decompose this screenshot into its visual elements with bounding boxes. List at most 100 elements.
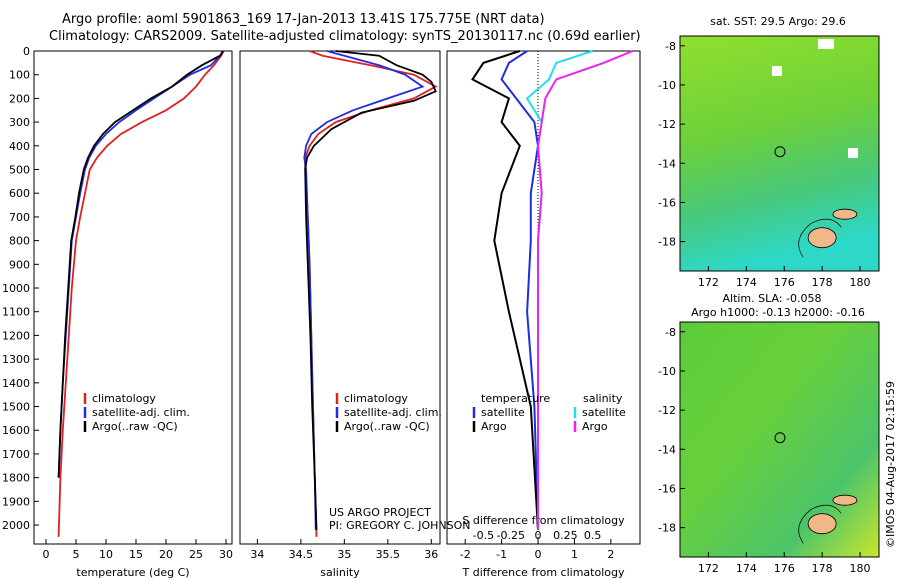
sdiff-tick-label: -0.25 <box>496 529 524 542</box>
salinity-series-argo <box>304 50 437 530</box>
difference-legend-title-temperature: temperature <box>481 392 550 405</box>
depth-tick-label: 800 <box>9 235 30 248</box>
sst-map-title: sat. SST: 29.5 Argo: 29.6 <box>710 15 846 28</box>
sla-map-xtick-label: 172 <box>698 562 719 575</box>
sla-map-frame <box>679 321 880 558</box>
sla-map-field <box>680 322 879 557</box>
temperature-xtick-label: 25 <box>189 548 203 561</box>
sst-map-gap <box>772 66 782 76</box>
sst-map-ytick-label: -18 <box>658 236 676 249</box>
temperature-legend-item-label: climatology <box>92 392 156 405</box>
difference-series-0 <box>500 50 540 530</box>
sla-map-xtick-label: 180 <box>850 562 871 575</box>
temperature-panel: 0100200300400500600700800900100011001200… <box>2 45 233 579</box>
depth-tick-label: 100 <box>9 69 30 82</box>
depth-tick-label: 700 <box>9 211 30 224</box>
temperature-frame <box>33 50 233 545</box>
depth-tick-label: 1200 <box>2 329 30 342</box>
depth-tick-label: 1300 <box>2 353 30 366</box>
sst-map-ytick-label: -10 <box>658 79 676 92</box>
title-line-2: Climatology: CARS2009. Satellite-adjuste… <box>49 29 641 44</box>
sst-map-xtick-label: 174 <box>736 276 757 289</box>
temperature-series-argo <box>57 50 224 478</box>
difference-legend-temperature-label: satellite <box>481 406 525 419</box>
sla-map-ytick-label: -12 <box>658 404 676 417</box>
sst-map-xtick-label: 172 <box>698 276 719 289</box>
sst-map-ytick-label: -14 <box>658 157 676 170</box>
sdiff-tick-label: 0.5 <box>584 529 602 542</box>
salinity-xtick-label: 34 <box>250 548 264 561</box>
depth-tick-label: 1000 <box>2 282 30 295</box>
depth-tick-label: 2000 <box>2 519 30 532</box>
salinity-panel: 34 34.5 35 35.5 36 salinity climatologysatelli… <box>239 50 442 579</box>
sdiff-tick-label: 0.25 <box>553 529 578 542</box>
depth-tick-label: 0 <box>23 45 30 58</box>
sdiff-tick-label: 0 <box>535 529 542 542</box>
sst-map-profile-marker <box>774 146 786 158</box>
sst-map-island-main <box>807 227 837 249</box>
title-line-1: Argo profile: aoml 5901863_169 17-Jan-20… <box>62 12 545 27</box>
difference-legend-temperature-label: Argo <box>481 420 507 433</box>
depth-tick-label: 200 <box>9 92 30 105</box>
sst-map-reef-outline <box>798 218 842 258</box>
difference-legend-salinity-label: satellite <box>582 406 626 419</box>
depth-tick-label: 600 <box>9 187 30 200</box>
tdiff-xtick-label: -2 <box>460 548 471 561</box>
salinity-xtick-label: 35.5 <box>376 548 401 561</box>
temperature-axis-label: temperature (deg C) <box>76 566 189 579</box>
temperature-legend-item-label: Argo(..raw -QC) <box>92 420 178 433</box>
sla-map-xtick-label: 174 <box>736 562 757 575</box>
salinity-legend-item-label: climatology <box>344 392 408 405</box>
difference-panel: -2 -1 0 1 2 -0.5 -0.25 0 0.25 0.5 S difference fro… <box>446 50 641 579</box>
temperature-xtick-label: 0 <box>43 548 50 561</box>
tdiff-axis-label: T difference from climatology <box>462 566 625 579</box>
salinity-xtick-label: 35 <box>337 548 351 561</box>
sla-map-island-north <box>832 494 858 506</box>
depth-tick-label: 1800 <box>2 472 30 485</box>
salinity-axis-label: salinity <box>320 566 360 579</box>
depth-tick-label: 500 <box>9 164 30 177</box>
difference-legend-title-salinity: salinity <box>583 392 623 405</box>
pi-label: PI: GREGORY C. JOHNSON <box>329 519 471 532</box>
sst-map-xtick-label: 180 <box>850 276 871 289</box>
difference-series-2 <box>525 50 594 530</box>
sst-map-ytick-label: -16 <box>658 196 676 209</box>
tdiff-xtick-label: 1 <box>571 548 578 561</box>
sdiff-axis-label: S difference from climatology <box>462 514 625 527</box>
sla-map-ytick-label: -16 <box>658 482 676 495</box>
sdiff-tick-label: -0.5 <box>473 529 494 542</box>
sst-map-island-north <box>832 208 858 220</box>
depth-tick-label: 1700 <box>2 448 30 461</box>
depth-tick-label: 300 <box>9 116 30 129</box>
depth-tick-label: 1400 <box>2 377 30 390</box>
sla-map-ytick-label: -18 <box>658 522 676 535</box>
temperature-series-climatology <box>57 50 225 537</box>
depth-tick-label: 1100 <box>2 306 30 319</box>
sla-map-ytick-label: -8 <box>665 326 676 339</box>
sst-map-ytick-label: -12 <box>658 118 676 131</box>
temperature-xtick-label: 20 <box>159 548 173 561</box>
sst-map-xtick-label: 178 <box>812 276 833 289</box>
tdiff-xtick-label: -1 <box>496 548 507 561</box>
salinity-legend-item-label: satellite-adj. clim. <box>344 406 442 419</box>
temperature-xtick-label: 10 <box>99 548 113 561</box>
sla-map-xtick-label: 176 <box>774 562 795 575</box>
tdiff-xtick-label: 0 <box>535 548 542 561</box>
copyright-credit: ©IMOS 04-Aug-2017 02:15:59 <box>884 381 897 548</box>
sst-map-ytick-label: -8 <box>665 40 676 53</box>
sla-map-reef-outline <box>798 504 842 544</box>
sst-map-gap <box>848 148 858 158</box>
sla-map-island-main <box>807 513 837 535</box>
temperature-xtick-label: 5 <box>73 548 80 561</box>
salinity-series-satellite <box>303 50 425 530</box>
sst-map-frame <box>679 35 880 272</box>
salinity-legend-item-label: Argo(..raw -QC) <box>344 420 430 433</box>
depth-tick-label: 1500 <box>2 401 30 414</box>
temperature-xtick-label: 30 <box>219 548 233 561</box>
sla-map-ytick-label: -10 <box>658 365 676 378</box>
sla-map-ytick-label: -14 <box>658 443 676 456</box>
project-label: US ARGO PROJECT <box>329 506 431 519</box>
sst-map-gap <box>818 39 834 49</box>
